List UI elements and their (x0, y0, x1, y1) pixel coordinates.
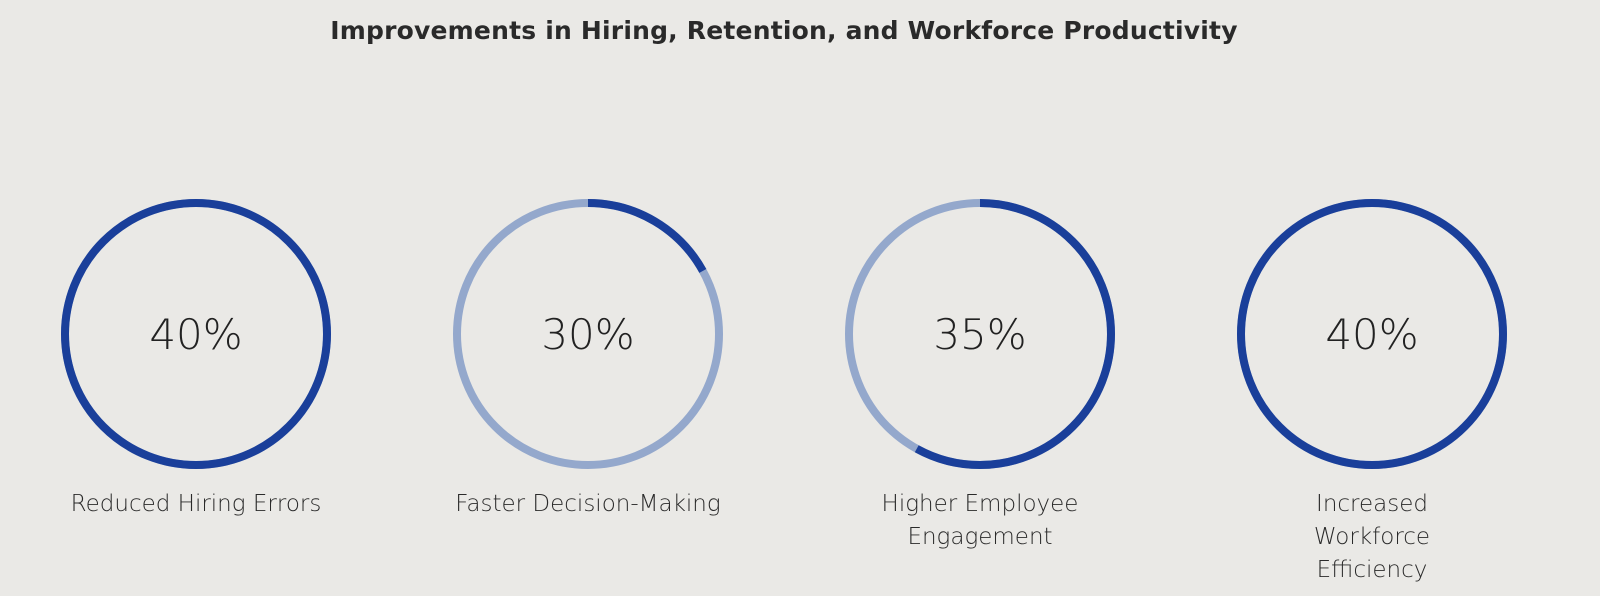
ring-fill (453, 199, 723, 469)
value-label: 30% (541, 310, 634, 359)
metric-label: Increased Workforce Efficiency (1313, 491, 1431, 583)
value-label: 40% (1325, 310, 1418, 359)
chart-title: Improvements in Hiring, Retention, and W… (330, 16, 1238, 45)
progress-ring: 40% (1237, 199, 1507, 469)
ring-fill (845, 199, 1115, 469)
ring-fill (1237, 199, 1507, 469)
value-label: 40% (149, 310, 242, 359)
progress-ring: 30% (453, 199, 723, 469)
ring-fill (61, 199, 331, 469)
metric-label: Reduced Hiring Errors (70, 491, 322, 517)
metric-label: Higher Employee Engagement (881, 491, 1079, 550)
progress-ring: 40% (61, 199, 331, 469)
value-label: 35% (933, 310, 1026, 359)
progress-ring: 35% (845, 199, 1115, 469)
metric-label: Faster Decision-Making (455, 491, 721, 517)
